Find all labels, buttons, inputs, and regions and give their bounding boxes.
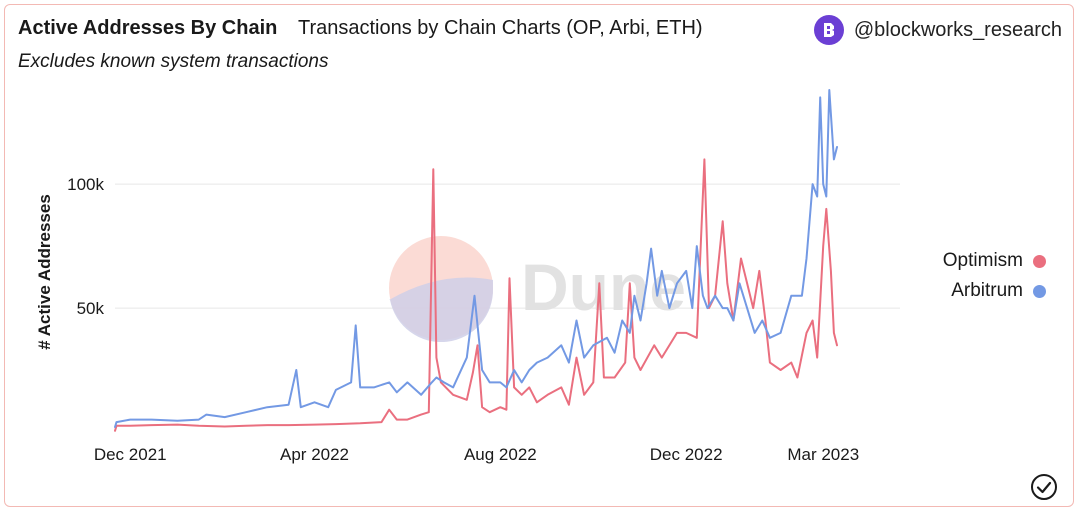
legend-dot-arbitrum [1033,284,1046,298]
watermark-logo-arc [389,277,494,343]
x-tick-label: Dec 2021 [94,445,167,464]
x-axis-ticks: Dec 2021 Apr 2022 Aug 2022 Dec 2022 Mar 2023 [94,445,859,464]
chart-note: Excludes known system transactions [18,51,329,72]
watermark: Dune [389,236,686,343]
x-tick-label: Mar 2023 [787,445,859,464]
author-link[interactable]: @blockworks_research [813,15,1062,45]
legend-label-arbitrum: Arbitrum [951,280,1023,301]
legend-item-optimism[interactable]: Optimism [918,246,1046,276]
chart-title: Active Addresses By Chain [18,17,278,39]
y-axis-label: # Active Addresses [35,194,54,350]
y-tick-label: 50k [77,299,105,318]
series-line-arbitrum [114,89,838,428]
x-tick-label: Aug 2022 [464,445,537,464]
watermark-text: Dune [521,250,686,324]
legend: Optimism Arbitrum [918,246,1046,306]
chart-card [4,4,1074,507]
series-line-optimism [114,158,838,432]
chart-subtitle: Transactions by Chain Charts (OP, Arbi, … [298,17,703,39]
legend-item-arbitrum[interactable]: Arbitrum [918,276,1046,306]
legend-dot-optimism [1033,254,1046,268]
legend-label-optimism: Optimism [942,250,1023,271]
series-lines [114,89,838,432]
y-axis-ticks: 50k 100k [67,175,104,318]
x-tick-label: Apr 2022 [280,445,349,464]
gridlines [115,183,900,309]
y-tick-label: 100k [67,175,104,194]
check-circle-icon[interactable] [1030,473,1058,506]
author-name: @blockworks_research [853,18,1062,41]
x-tick-label: Dec 2022 [650,445,723,464]
blockworks-logo-icon [813,15,844,45]
